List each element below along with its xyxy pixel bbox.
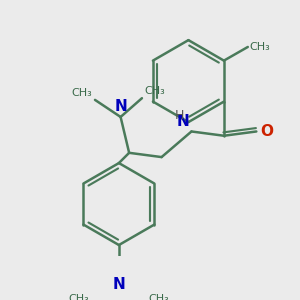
Text: CH₃: CH₃ bbox=[72, 88, 92, 98]
Text: CH₃: CH₃ bbox=[145, 86, 165, 97]
Text: CH₃: CH₃ bbox=[250, 42, 270, 52]
Text: O: O bbox=[261, 124, 274, 139]
Text: N: N bbox=[112, 278, 125, 292]
Text: N: N bbox=[176, 114, 189, 129]
Text: CH₃: CH₃ bbox=[68, 294, 89, 300]
Text: N: N bbox=[114, 99, 127, 114]
Text: H: H bbox=[175, 109, 184, 122]
Text: CH₃: CH₃ bbox=[149, 294, 170, 300]
